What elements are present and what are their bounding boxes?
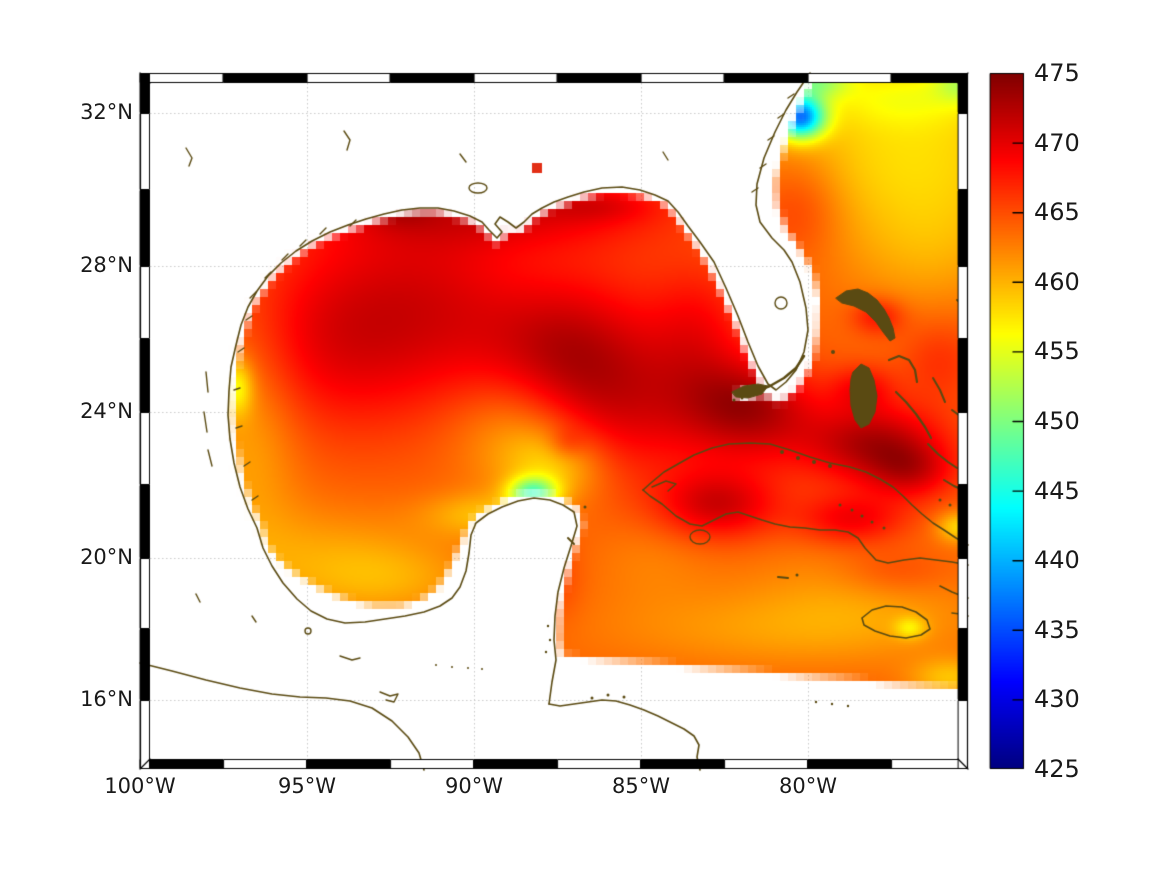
x-tick-label-4: 80°W (779, 774, 837, 798)
colorbar-tick-label-0: 475 (1034, 59, 1080, 87)
colorbar-tick-label-8: 435 (1034, 615, 1080, 644)
y-tick-label-0: 32°N (80, 100, 133, 124)
colorbar-tick-label-4: 455 (1034, 337, 1080, 366)
colorbar-tick-label-1: 470 (1034, 128, 1080, 157)
colorbar-tick-label-2: 465 (1034, 198, 1080, 227)
colorbar-tick-label-3: 460 (1034, 267, 1080, 296)
y-tick-label-4: 16°N (80, 687, 133, 711)
x-tick-label-3: 85°W (612, 774, 670, 798)
colorbar-tick-label-7: 440 (1034, 546, 1080, 575)
x-tick-label-0: 100°W (104, 774, 176, 798)
y-tick-label-2: 24°N (80, 399, 133, 423)
x-tick-label-2: 90°W (445, 774, 503, 798)
colorbar-tick-label-9: 430 (1034, 685, 1080, 714)
y-tick-label-3: 20°N (80, 545, 133, 569)
x-tick-label-1: 95°W (278, 774, 336, 798)
colorbar-tick-label-10: 425 (1034, 755, 1080, 783)
colorbar-tick-label-5: 450 (1034, 407, 1080, 435)
y-tick-label-1: 28°N (80, 253, 133, 277)
colorbar-tick-label-6: 445 (1034, 476, 1080, 505)
